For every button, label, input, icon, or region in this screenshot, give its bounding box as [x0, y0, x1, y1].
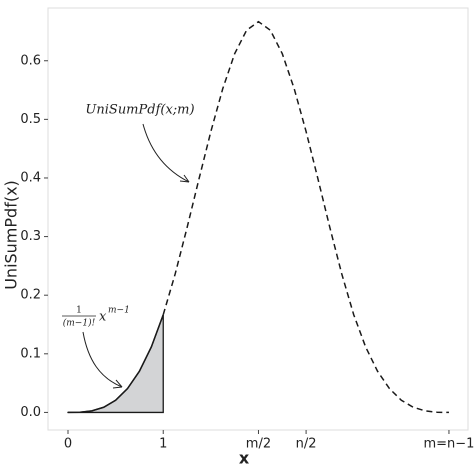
y-tick-label: 0.4: [20, 170, 41, 185]
x-tick-label: m=n−1: [423, 437, 474, 452]
y-tick-label: 0.0: [20, 405, 41, 420]
y-tick-label: 0.5: [20, 112, 41, 127]
formula-denominator: (m−1)!: [63, 318, 96, 329]
arrow-head: [179, 174, 190, 183]
x-axis-label: x: [239, 449, 250, 467]
x-tick-label: 0: [64, 437, 72, 452]
y-tick-label: 0.1: [20, 346, 41, 361]
formula-base: x: [99, 310, 107, 325]
y-tick-label: 0.2: [20, 288, 41, 303]
annotation-arrow: [82, 331, 123, 388]
curve-label: UniSumPdf(x;m): [85, 103, 194, 118]
arrow-head: [112, 379, 123, 389]
y-tick-label: 0.3: [20, 229, 41, 244]
x-tick-label: 1: [159, 437, 167, 452]
shaded-area: [67, 314, 164, 414]
annotation-arrow: [142, 123, 190, 183]
formula-exponent: m−1: [108, 306, 130, 316]
panel-border: [47, 7, 469, 431]
y-tick-label: 0.6: [20, 53, 41, 68]
curve: [162, 20, 449, 414]
x-tick-label: m/2: [246, 437, 271, 452]
formula: 1 (m−1)! x m−1: [62, 306, 130, 329]
x-tick-label: n/2: [296, 437, 317, 452]
formula-numerator: 1: [76, 306, 82, 316]
y-axis-label: UniSumPdf(x): [2, 180, 21, 290]
curve: [67, 314, 164, 414]
